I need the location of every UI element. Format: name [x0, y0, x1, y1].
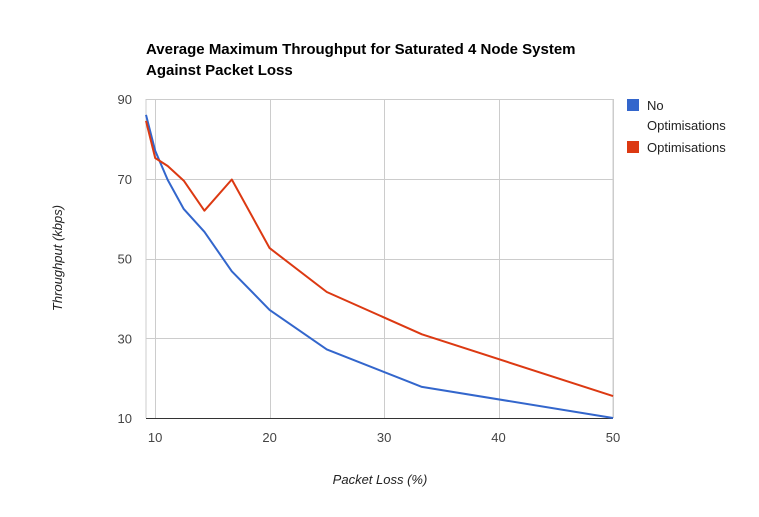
y-tick-label: 10 — [118, 411, 132, 426]
series-lines — [145, 114, 614, 419]
chart-title-line-2: Against Packet Loss — [146, 62, 293, 79]
x-tick-labels: 10 20 30 40 50 — [148, 430, 620, 445]
series-line-optimisations — [145, 120, 614, 398]
x-tick-label: 40 — [491, 430, 505, 445]
y-axis-title: Throughput (kbps) — [50, 205, 65, 311]
y-tick-label: 70 — [118, 172, 132, 187]
legend-label-optimisations: Optimisations — [647, 140, 726, 155]
series-line-no-optimisations — [145, 114, 614, 419]
x-tick-label: 10 — [148, 430, 162, 445]
y-tick-label: 90 — [118, 92, 132, 107]
x-axis-title: Packet Loss (%) — [333, 472, 428, 487]
legend-label-no-optimisations-line-2: Optimisations — [647, 118, 726, 133]
y-tick-labels: 10 30 50 70 90 — [118, 92, 132, 426]
y-tick-label: 30 — [118, 331, 132, 346]
legend-label-no-optimisations-line-1: No — [647, 98, 664, 113]
legend: No Optimisations Optimisations — [627, 98, 726, 155]
chart-title: Average Maximum Throughput for Saturated… — [146, 41, 576, 79]
y-tick-label: 50 — [118, 252, 132, 267]
x-tick-label: 20 — [262, 430, 276, 445]
x-tick-label: 50 — [606, 430, 620, 445]
x-tick-label: 30 — [377, 430, 391, 445]
legend-swatch-optimisations — [627, 141, 639, 153]
chart-title-line-1: Average Maximum Throughput for Saturated… — [146, 41, 576, 58]
legend-swatch-no-optimisations — [627, 99, 639, 111]
